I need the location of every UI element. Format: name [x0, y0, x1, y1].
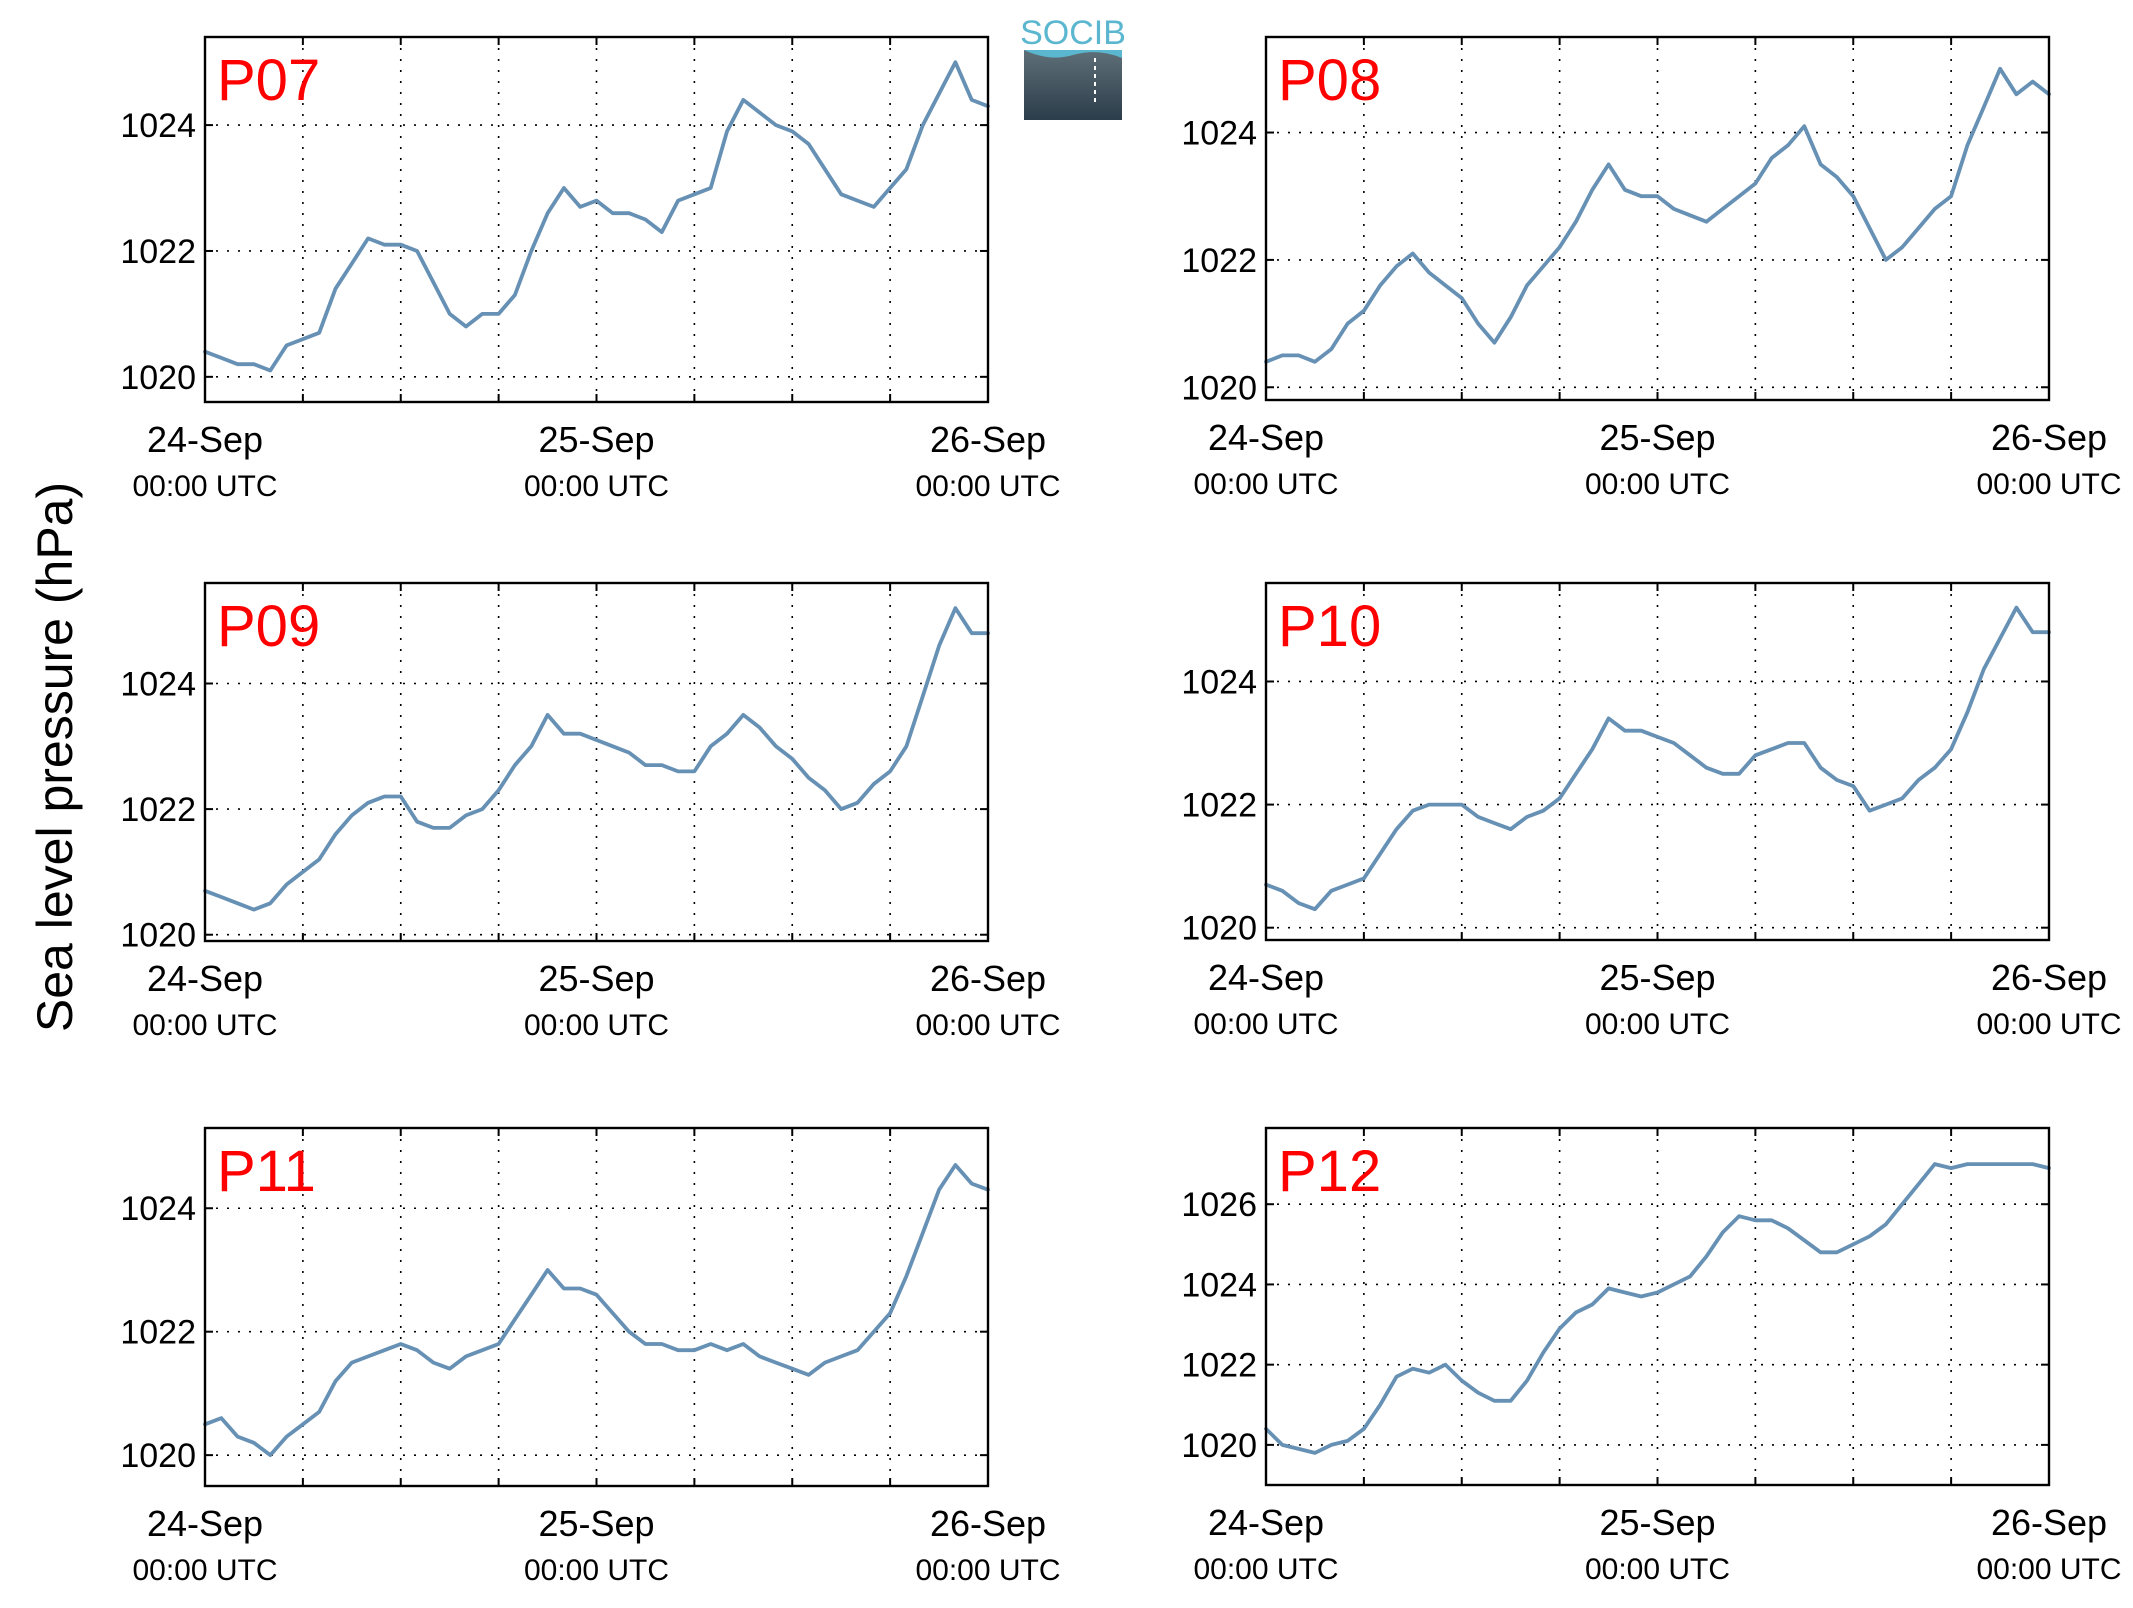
x-tick-label-time: 00:00 UTC: [132, 1009, 277, 1042]
panel-label: P07: [217, 48, 320, 113]
x-tick-label-date: 26-Sep: [930, 958, 1046, 999]
series-line: [203, 60, 990, 373]
y-tick-label: 1020: [120, 1437, 196, 1475]
x-tick-label-date: 26-Sep: [1991, 1502, 2107, 1543]
y-tick-label: 1020: [1181, 369, 1257, 407]
socib-logo-wave: [1024, 50, 1122, 58]
y-tick-label: 1026: [1181, 1186, 1257, 1224]
y-tick-label: 1022: [1181, 787, 1257, 825]
x-tick-label-date: 24-Sep: [147, 1503, 263, 1544]
axes-frame: [203, 1126, 990, 1488]
x-tick-label-time: 00:00 UTC: [915, 1554, 1060, 1587]
y-tick-label: 1024: [1181, 663, 1257, 701]
series-line: [1264, 1162, 2051, 1455]
x-tick-label-time: 00:00 UTC: [1585, 1008, 1730, 1041]
panel-p10: 1020 1022 1024 24-Sep 00:00 UTC 25-Sep 00:00 U…: [1181, 581, 2122, 1041]
x-tick-label-date: 24-Sep: [147, 419, 263, 460]
x-tick-label-date: 24-Sep: [1208, 957, 1324, 998]
x-tick-label-date: 25-Sep: [1599, 1502, 1715, 1543]
y-tick-label: 1024: [1181, 1266, 1257, 1304]
y-tick-label: 1022: [120, 1314, 196, 1352]
y-tick-label: 1022: [1181, 242, 1257, 280]
x-tick-label-time: 00:00 UTC: [1976, 1008, 2121, 1041]
socib-logo-text: SOCIB: [1020, 14, 1126, 52]
x-tick-label-time: 00:00 UTC: [524, 1009, 669, 1042]
x-tick-label-time: 00:00 UTC: [1585, 1553, 1730, 1586]
x-tick-label-date: 24-Sep: [147, 958, 263, 999]
x-tick-label-time: 00:00 UTC: [132, 1554, 277, 1587]
y-tick-label: 1020: [120, 359, 196, 397]
panel-label: P08: [1278, 48, 1381, 113]
axes-frame: [1264, 1126, 2051, 1487]
panel-label: P09: [217, 594, 320, 659]
y-tick-label: 1020: [120, 917, 196, 955]
x-tick-label-time: 00:00 UTC: [1976, 1553, 2121, 1586]
axes-frame: [203, 35, 990, 404]
panel-p08: 1020 1022 1024 24-Sep 00:00 UTC 25-Sep 00:00 U…: [1181, 35, 2122, 501]
axes-frame: [203, 581, 990, 943]
x-tick-label-date: 26-Sep: [1991, 957, 2107, 998]
panel-label: P11: [217, 1139, 316, 1204]
x-tick-label-date: 25-Sep: [538, 1503, 654, 1544]
x-tick-label-time: 00:00 UTC: [132, 470, 277, 503]
panel-p07: 1020 1022 1024 24-Sep 00:00 UTC 25-Sep 00:00 U…: [120, 35, 1061, 503]
y-tick-label: 1020: [1181, 910, 1257, 948]
x-tick-label-time: 00:00 UTC: [524, 1554, 669, 1587]
socib-logo: SOCIB: [1020, 14, 1126, 120]
x-tick-label-date: 25-Sep: [1599, 417, 1715, 458]
series-line: [1264, 66, 2051, 364]
panel-label: P12: [1278, 1139, 1381, 1204]
x-tick-label-time: 00:00 UTC: [1976, 468, 2121, 501]
y-tick-label: 1024: [120, 107, 196, 145]
x-tick-label-time: 00:00 UTC: [1193, 468, 1338, 501]
panel-label: P10: [1278, 594, 1381, 659]
x-tick-label-time: 00:00 UTC: [1193, 1553, 1338, 1586]
x-tick-label-time: 00:00 UTC: [1193, 1008, 1338, 1041]
x-tick-label-date: 25-Sep: [538, 419, 654, 460]
x-tick-label-date: 24-Sep: [1208, 1502, 1324, 1543]
y-tick-label: 1024: [120, 1190, 196, 1228]
x-tick-label-date: 26-Sep: [930, 419, 1046, 460]
axes-frame: [1264, 35, 2051, 402]
series-line: [203, 606, 990, 912]
x-tick-label-time: 00:00 UTC: [915, 470, 1060, 503]
y-tick-label: 1022: [120, 233, 196, 271]
x-tick-label-time: 00:00 UTC: [915, 1009, 1060, 1042]
x-tick-label-date: 24-Sep: [1208, 417, 1324, 458]
x-tick-label-date: 25-Sep: [1599, 957, 1715, 998]
x-tick-label-date: 25-Sep: [538, 958, 654, 999]
panel-p12: 1020 1022 1024 1026 24-Sep 00:00 UTC 25-Sep 00:…: [1181, 1126, 2122, 1586]
y-tick-label: 1020: [1181, 1427, 1257, 1465]
panel-p11: 1020 1022 1024 24-Sep 00:00 UTC 25-Sep 00:00 U…: [120, 1126, 1061, 1587]
x-tick-label-date: 26-Sep: [930, 1503, 1046, 1544]
x-tick-label-date: 26-Sep: [1991, 417, 2107, 458]
series-line: [1264, 605, 2051, 912]
panels: 1020 1022 1024 24-Sep 00:00 UTC 25-Sep 00:00 U…: [120, 35, 2122, 1587]
series-line: [203, 1163, 990, 1457]
y-tick-label: 1022: [1181, 1347, 1257, 1385]
y-axis-label: Sea level pressure (hPa): [27, 482, 83, 1032]
axes-frame: [1264, 581, 2051, 942]
y-tick-label: 1022: [120, 791, 196, 829]
panel-p09: 1020 1022 1024 24-Sep 00:00 UTC 25-Sep 00:00 U…: [120, 581, 1061, 1042]
x-tick-label-time: 00:00 UTC: [1585, 468, 1730, 501]
socib-logo-body: [1024, 50, 1122, 120]
y-tick-label: 1024: [120, 665, 196, 703]
y-tick-label: 1024: [1181, 115, 1257, 153]
x-tick-label-time: 00:00 UTC: [524, 470, 669, 503]
